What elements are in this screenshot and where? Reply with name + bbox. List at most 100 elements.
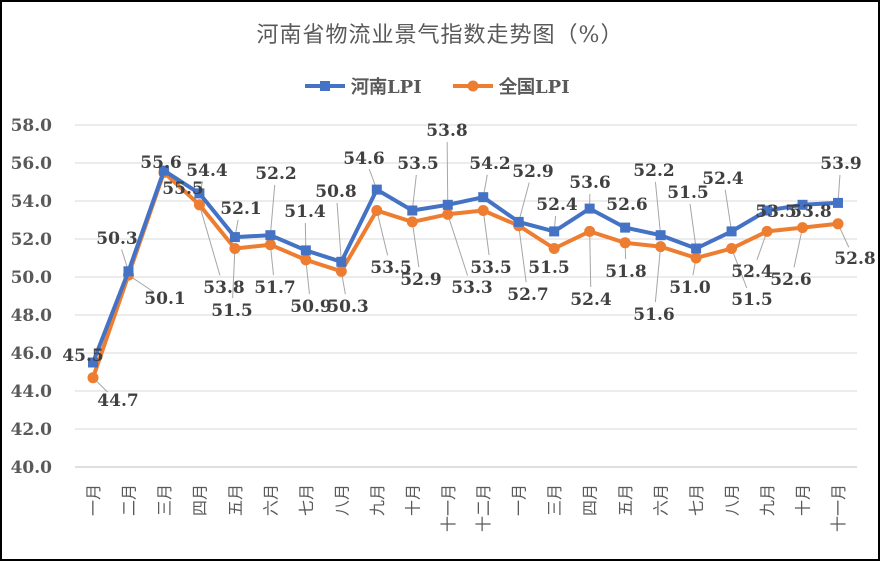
data-point-circle (335, 265, 347, 277)
data-point-square (833, 197, 843, 208)
x-tick-label: 七月 (687, 484, 706, 516)
x-tick-label: 十一月 (829, 484, 848, 532)
series-line-0 (91, 168, 839, 364)
y-axis: 40.0 42.0 44.0 46.0 48.0 50.0 52.0 54.0 56.0 58.0 (11, 116, 53, 478)
leader-line (793, 227, 804, 268)
x-tick-label: 八月 (723, 484, 742, 516)
data-label: 53.8 (790, 202, 831, 222)
data-label: 51.8 (605, 262, 646, 282)
data-point-square (229, 232, 240, 243)
leader-line (446, 141, 449, 205)
data-label: 45.5 (62, 346, 103, 366)
data-point-square (158, 165, 169, 176)
data-label: 51.5 (667, 183, 708, 203)
x-tick-label: 五月 (616, 484, 635, 516)
x-tick-label: 三月 (155, 484, 174, 516)
x-tick-label: 八月 (332, 484, 351, 516)
data-label: 55.6 (140, 153, 181, 173)
data-point-circle (726, 243, 738, 254)
data-point-circle (193, 199, 205, 211)
leader-line (376, 210, 389, 256)
data-point-circle (229, 243, 241, 254)
data-label: 53.6 (569, 173, 610, 193)
data-point-square (478, 192, 489, 203)
data-label: 53.3 (451, 278, 492, 298)
data-point-square (336, 256, 347, 267)
data-label: 52.4 (570, 290, 612, 310)
data-point-circle (477, 205, 489, 216)
data-label: 50.3 (327, 297, 368, 317)
y-tick-label: 42.0 (11, 420, 53, 440)
data-point-circle (87, 372, 99, 384)
data-point-circle (690, 252, 702, 264)
data-point-circle (442, 208, 454, 220)
leader-line (589, 231, 592, 288)
legend-label: 全国LPI (498, 76, 570, 98)
data-label: 53.5 (755, 202, 796, 222)
leader-line (232, 248, 236, 299)
leader-line (482, 210, 490, 256)
data-label: 55.5 (162, 179, 203, 199)
y-tick-label: 50.0 (11, 268, 53, 288)
x-tick-label: 六月 (652, 484, 671, 516)
data-label: 50.9 (290, 297, 331, 317)
data-point-circle (406, 216, 418, 228)
leader-line (447, 214, 469, 276)
data-label: 52.4 (702, 169, 744, 189)
data-label: 50.3 (96, 229, 137, 249)
data-label: 52.2 (255, 164, 296, 184)
legend-label: 河南LPI (351, 76, 422, 98)
leader-line (654, 246, 662, 303)
x-tick-label: 四月 (190, 484, 209, 516)
leader-line (411, 221, 420, 268)
leader-lines (92, 141, 850, 393)
x-tick-label: 十月 (794, 484, 813, 516)
leader-line (518, 182, 530, 223)
data-point-circle (300, 254, 312, 266)
x-tick-label: 二月 (119, 484, 138, 516)
data-point-square (655, 230, 666, 241)
data-point-square (549, 226, 560, 237)
data-point-square (620, 222, 631, 233)
x-tick-label: 十一月 (439, 484, 458, 532)
leader-line (411, 174, 417, 211)
legend-square-marker-icon (320, 81, 330, 91)
y-tick-label: 58.0 (11, 116, 53, 136)
leader-line (336, 202, 342, 262)
y-tick-label: 56.0 (11, 154, 53, 174)
data-label: 54.6 (343, 149, 384, 169)
data-label: 52.9 (400, 270, 441, 290)
data-label: 52.2 (633, 161, 674, 181)
data-point-square (407, 205, 418, 216)
data-point-circle (548, 243, 560, 254)
data-label: 52.7 (507, 285, 548, 305)
y-tick-label: 40.0 (11, 458, 53, 478)
x-tick-label: 九月 (368, 484, 387, 516)
x-tick-label: 九月 (758, 484, 777, 516)
data-label: 52.6 (606, 195, 647, 215)
x-tick-label: 三月 (545, 484, 564, 516)
data-label: 52.4 (731, 262, 773, 282)
data-label: 51.4 (284, 202, 326, 222)
data-point-circle (761, 225, 773, 237)
x-tick-label: 四月 (581, 484, 600, 516)
data-label: 52.8 (834, 249, 875, 269)
data-point-circle (264, 239, 276, 251)
data-label: 51.6 (633, 305, 674, 325)
y-tick-label: 44.0 (11, 382, 53, 402)
data-label: 51.5 (528, 258, 569, 278)
y-tick-label: 52.0 (11, 230, 53, 250)
leader-line (689, 203, 697, 249)
data-point-square (726, 226, 737, 237)
y-tick-label: 46.0 (11, 344, 53, 364)
data-point-square (265, 230, 276, 241)
x-tick-label: 五月 (226, 484, 245, 516)
leader-line (724, 189, 733, 232)
data-labels: 45.5 50.3 55.6 54.4 52.1 52.2 51.450.8 54.6 53.5… (62, 121, 875, 411)
data-label: 52.9 (512, 162, 553, 182)
data-label: 53.5 (397, 154, 438, 174)
leader-line (518, 225, 527, 283)
data-label: 51.5 (211, 301, 252, 321)
data-label: 51.0 (669, 278, 711, 298)
